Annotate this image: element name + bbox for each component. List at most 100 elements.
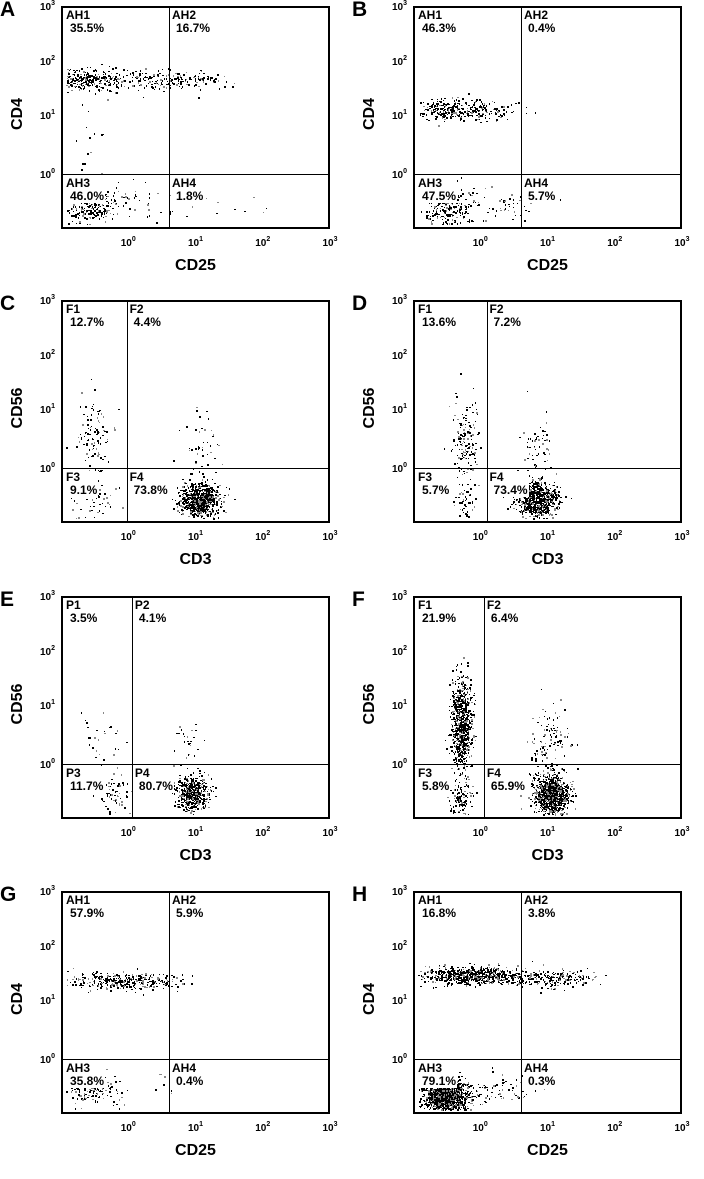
- panel-letter: C: [0, 292, 15, 316]
- panel-letter: G: [0, 883, 16, 907]
- x-tick-label: 100: [113, 826, 143, 839]
- panel-c: C CD56 CD3 103 102 101 100 100 101 102 103 F1 12.7% F…: [0, 292, 352, 588]
- y-tick-label: 102: [377, 349, 407, 362]
- x-tick-label: 101: [181, 236, 211, 249]
- x-tick-label: 100: [465, 530, 495, 543]
- y-tick-label: 103: [377, 0, 407, 13]
- event-dots: [415, 598, 680, 817]
- event-dots: [63, 302, 328, 521]
- event-dots: [63, 893, 328, 1112]
- x-tick-label: 102: [600, 1121, 630, 1134]
- panel-letter: D: [352, 292, 367, 316]
- event-dots: [415, 302, 680, 521]
- y-tick-label: 102: [25, 349, 55, 362]
- quadrant-label-f2: F2 7.2%: [488, 303, 522, 329]
- x-axis-label: CD25: [61, 1142, 330, 1160]
- y-tick-label: 102: [377, 940, 407, 953]
- x-tick-label: 102: [600, 530, 630, 543]
- x-tick-label: 103: [667, 1121, 697, 1134]
- quadrant-label-ah4: AH4 1.8%: [171, 177, 205, 204]
- y-tick-label: 103: [377, 885, 407, 898]
- x-axis-label: CD25: [61, 257, 330, 275]
- quadrant-label-ah1: AH1 46.3%: [417, 9, 458, 35]
- y-tick-label: 103: [377, 294, 407, 307]
- x-tick-label: 103: [315, 530, 345, 543]
- y-tick-label: 101: [377, 109, 407, 122]
- vertical-gate-line: [126, 302, 128, 521]
- panel-g: G CD4 CD25 103 102 101 100 100 101 102 103 AH1 57.9%…: [0, 883, 352, 1179]
- vertical-gate-line: [169, 893, 170, 1112]
- scatter-plot-area: AH1 35.5% AH2 16.7% AH3 46.0% AH4 1.8%: [61, 6, 330, 229]
- x-tick-label: 103: [667, 530, 697, 543]
- quadrant-label-f4: F4 73.8%: [128, 471, 169, 498]
- quadrant-label-f2: F2 6.4%: [485, 599, 520, 625]
- y-tick-label: 100: [25, 758, 55, 771]
- horizontal-gate-line: [415, 1059, 680, 1061]
- quadrant-label-f1: F1 21.9%: [417, 599, 458, 625]
- quadrant-label-f3: F3 9.1%: [65, 471, 99, 498]
- horizontal-gate-line: [63, 1059, 328, 1061]
- quadrant-label-ah4: AH4 0.4%: [171, 1062, 205, 1089]
- y-tick-label: 100: [377, 758, 407, 771]
- y-tick-label: 102: [25, 55, 55, 68]
- quadrant-label-p3: P3 11.7%: [65, 767, 105, 794]
- scatter-plot-area: F1 13.6% F2 7.2% F3 5.7% F4 73.4%: [413, 300, 682, 523]
- quadrant-label-p2: P2 4.1%: [133, 599, 168, 625]
- quadrant-label-ah1: AH1 57.9%: [65, 894, 106, 920]
- panel-f: F CD56 CD3 103 102 101 100 100 101 102 103 F1 21.9% F…: [352, 588, 704, 884]
- y-tick-label: 103: [25, 885, 55, 898]
- x-tick-label: 103: [315, 1121, 345, 1134]
- x-tick-label: 103: [315, 236, 345, 249]
- y-tick-label: 103: [25, 0, 55, 13]
- panel-letter: F: [352, 588, 365, 612]
- horizontal-gate-line: [415, 468, 680, 470]
- x-axis-label: CD3: [413, 847, 682, 865]
- x-tick-label: 101: [181, 530, 211, 543]
- y-tick-label: 100: [377, 462, 407, 475]
- x-axis-label: CD25: [413, 257, 682, 275]
- horizontal-gate-line: [63, 764, 328, 766]
- scatter-plot-area: F1 21.9% F2 6.4% F3 5.8% F4 65.9%: [413, 596, 682, 819]
- x-tick-label: 100: [465, 1121, 495, 1134]
- quadrant-label-f3: F3 5.8%: [417, 767, 451, 794]
- y-tick-label: 102: [25, 645, 55, 658]
- quadrant-label-ah4: AH4 5.7%: [523, 177, 557, 204]
- quadrant-label-ah4: AH4 0.3%: [523, 1062, 557, 1089]
- scatter-plot-area: AH1 57.9% AH2 5.9% AH3 35.8% AH4 0.4%: [61, 891, 330, 1114]
- y-tick-label: 100: [377, 168, 407, 181]
- quadrant-label-f1: F1 13.6%: [417, 303, 458, 329]
- panel-a: A CD4 CD25 103 102 101 100 100 101 102 103 AH1 35.5%…: [0, 0, 352, 294]
- quadrant-label-ah1: AH1 35.5%: [65, 9, 106, 35]
- x-tick-label: 100: [113, 530, 143, 543]
- quadrant-label-ah3: AH3 47.5%: [417, 177, 458, 204]
- y-tick-label: 100: [25, 1053, 55, 1066]
- quadrant-label-ah2: AH2 3.8%: [523, 894, 557, 920]
- x-tick-label: 101: [533, 236, 563, 249]
- panel-b: B CD4 CD25 103 102 101 100 100 101 102 103 AH1 46.3%…: [352, 0, 704, 294]
- event-dots: [63, 8, 328, 227]
- x-tick-label: 102: [248, 1121, 278, 1134]
- quadrant-label-ah3: AH3 79.1%: [417, 1062, 458, 1089]
- quadrant-label-ah2: AH2 0.4%: [523, 9, 557, 35]
- y-tick-label: 101: [25, 403, 55, 416]
- vertical-gate-line: [521, 893, 522, 1112]
- x-tick-label: 100: [465, 236, 495, 249]
- x-tick-label: 101: [181, 826, 211, 839]
- y-tick-label: 102: [25, 940, 55, 953]
- panel-h: H CD4 CD25 103 102 101 100 100 101 102 103 AH1 16.8%…: [352, 883, 704, 1179]
- panel-d: D CD56 CD3 103 102 101 100 100 101 102 103 F1 13.6% F…: [352, 292, 704, 588]
- y-tick-label: 100: [25, 168, 55, 181]
- scatter-plot-area: F1 12.7% F2 4.4% F3 9.1% F4 73.8%: [61, 300, 330, 523]
- x-tick-label: 102: [600, 826, 630, 839]
- vertical-gate-line: [131, 598, 133, 817]
- quadrant-label-p1: P1 3.5%: [65, 599, 99, 625]
- horizontal-gate-line: [415, 174, 680, 176]
- y-tick-label: 100: [25, 462, 55, 475]
- x-axis-label: CD25: [413, 1142, 682, 1160]
- vertical-gate-line: [169, 8, 170, 227]
- x-axis-label: CD3: [61, 847, 330, 865]
- y-tick-label: 103: [377, 590, 407, 603]
- panel-letter: H: [352, 883, 367, 907]
- x-axis-label: CD3: [61, 551, 330, 569]
- y-tick-label: 101: [377, 403, 407, 416]
